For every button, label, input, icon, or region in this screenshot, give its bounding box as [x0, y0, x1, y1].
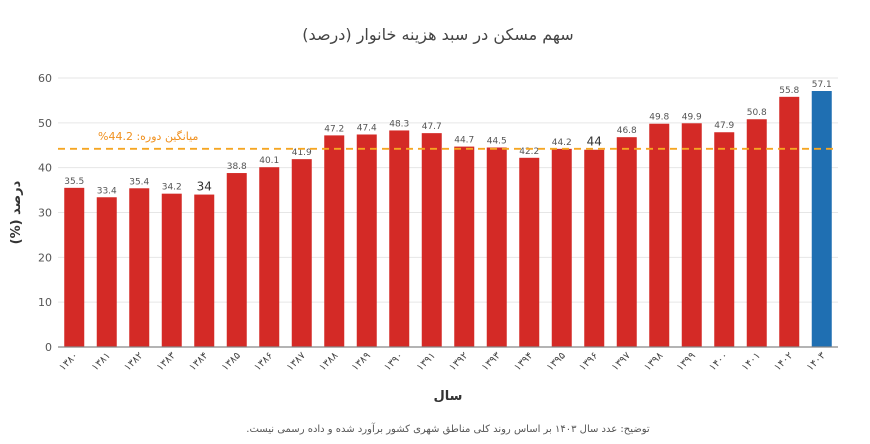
- grid-lines: [58, 77, 838, 303]
- value-labels: 35.5 33.4 35.4 34.2 34 38.8 40.1 41.9 47.2 47.4 48…: [64, 80, 832, 196]
- bar: [291, 159, 312, 347]
- value-label: 35.5: [64, 177, 84, 187]
- value-label: 38.8: [227, 162, 247, 172]
- value-label: 47.4: [357, 123, 377, 133]
- bars: [64, 91, 832, 347]
- x-tick-label: ۱۳۹۹: [675, 350, 698, 373]
- bar: [714, 132, 735, 347]
- x-tick-label: ۱۳۹۸: [642, 350, 665, 373]
- x-tick-label: ۱۳۸۰: [57, 350, 80, 373]
- bar: [356, 134, 377, 347]
- y-axis-title: (%) درصد: [9, 180, 24, 244]
- bar: [324, 135, 345, 347]
- value-label: 48.3: [389, 119, 409, 129]
- value-label: 33.4: [97, 186, 117, 196]
- x-tick-label: ۱۳۸۱: [90, 350, 113, 373]
- average-line-group: %میانگین دوره: 44.2: [58, 130, 838, 150]
- x-tick-label: ۱۳۸۶: [252, 350, 275, 373]
- bar: [746, 119, 767, 347]
- x-tick-label: ۱۳۸۸: [317, 350, 340, 373]
- y-tick-label: 50: [38, 117, 52, 130]
- x-tick-label: ۱۴۰۲: [772, 350, 795, 373]
- x-tick-label: ۱۳۸۲: [122, 350, 145, 373]
- bar: [64, 187, 85, 347]
- x-tick-label: ۱۳۹۲: [447, 350, 470, 373]
- bar: [681, 123, 702, 347]
- value-label: 34: [197, 180, 212, 194]
- value-label: 44.7: [454, 136, 474, 146]
- x-tick-label: ۱۳۹۷: [610, 350, 633, 373]
- value-label: 47.7: [422, 122, 442, 132]
- value-label: 40.1: [259, 156, 279, 166]
- bar: [226, 173, 247, 347]
- y-tick-label: 30: [38, 207, 52, 220]
- value-label: 44.2: [552, 138, 572, 148]
- bar: [454, 146, 475, 347]
- x-tick-label: ۱۳۹۱: [415, 350, 438, 373]
- footnote: توضیح: عدد سال ۱۴۰۳ بر اساس روند کلی منا…: [246, 422, 650, 435]
- x-tick-label: ۱۳۸۳: [155, 350, 178, 373]
- value-label: 44.5: [487, 136, 507, 146]
- x-tick-label: ۱۳۹۴: [512, 350, 535, 373]
- x-tick-label: ۱۳۹۶: [577, 350, 600, 373]
- value-label: 42.2: [519, 147, 539, 157]
- bar: [259, 167, 280, 347]
- x-axis-ticks: ۱۳۸۰ ۱۳۸۱ ۱۳۸۲ ۱۳۸۳ ۱۳۸۴ ۱۳۸۵ ۱۳۸۶ ۱۳۸۷ ۱۳۸۸ ۱۳۸۹…: [57, 350, 828, 373]
- value-label: 49.8: [649, 113, 669, 123]
- y-tick-label: 20: [38, 251, 52, 264]
- y-axis-ticks: 0 10 20 30 40 50 60: [38, 72, 52, 354]
- value-label: 34.2: [162, 183, 182, 193]
- value-label: 47.2: [324, 124, 344, 134]
- value-label: 46.8: [617, 126, 637, 136]
- value-label: 41.9: [292, 148, 312, 158]
- value-label: 47.9: [714, 121, 734, 131]
- average-label: %میانگین دوره: 44.2: [98, 130, 198, 143]
- bar: [421, 133, 442, 347]
- x-tick-label: ۱۳۸۴: [187, 350, 210, 373]
- bar: [616, 137, 637, 347]
- value-label: 44: [587, 135, 602, 149]
- y-tick-label: 0: [45, 341, 52, 354]
- bar: [96, 197, 117, 347]
- bar: [649, 123, 670, 347]
- value-label: 49.9: [682, 112, 702, 122]
- value-label: 55.8: [779, 86, 799, 96]
- bar: [194, 194, 215, 347]
- value-label: 35.4: [129, 177, 149, 187]
- x-tick-label: ۱۴۰۱: [740, 350, 763, 373]
- x-tick-label: ۱۳۹۵: [545, 350, 568, 373]
- x-tick-label: ۱۳۸۷: [285, 350, 308, 373]
- x-tick-label: ۱۴۰۰: [707, 350, 730, 373]
- bar: [779, 96, 800, 347]
- x-tick-label: ۱۳۹۳: [480, 350, 503, 373]
- x-tick-label: ۱۳۹۰: [382, 350, 405, 373]
- x-axis-title: سال: [434, 389, 463, 404]
- bar: [486, 147, 507, 347]
- y-tick-label: 40: [38, 162, 52, 175]
- bar: [129, 188, 150, 347]
- bar: [584, 149, 605, 347]
- y-tick-label: 10: [38, 296, 52, 309]
- y-tick-label: 60: [38, 72, 52, 85]
- bar: [811, 91, 832, 347]
- bar: [551, 148, 572, 347]
- value-label: 50.8: [747, 108, 767, 118]
- bar: [519, 157, 540, 347]
- x-tick-label: ۱۴۰۳: [805, 350, 828, 373]
- bar: [161, 193, 182, 347]
- x-tick-label: ۱۳۸۵: [220, 350, 243, 373]
- x-tick-label: ۱۳۸۹: [350, 350, 373, 373]
- bar: [389, 130, 410, 347]
- value-label: 57.1: [812, 80, 832, 90]
- chart-title: سهم مسکن در سبد هزینه خانوار (درصد): [302, 25, 573, 45]
